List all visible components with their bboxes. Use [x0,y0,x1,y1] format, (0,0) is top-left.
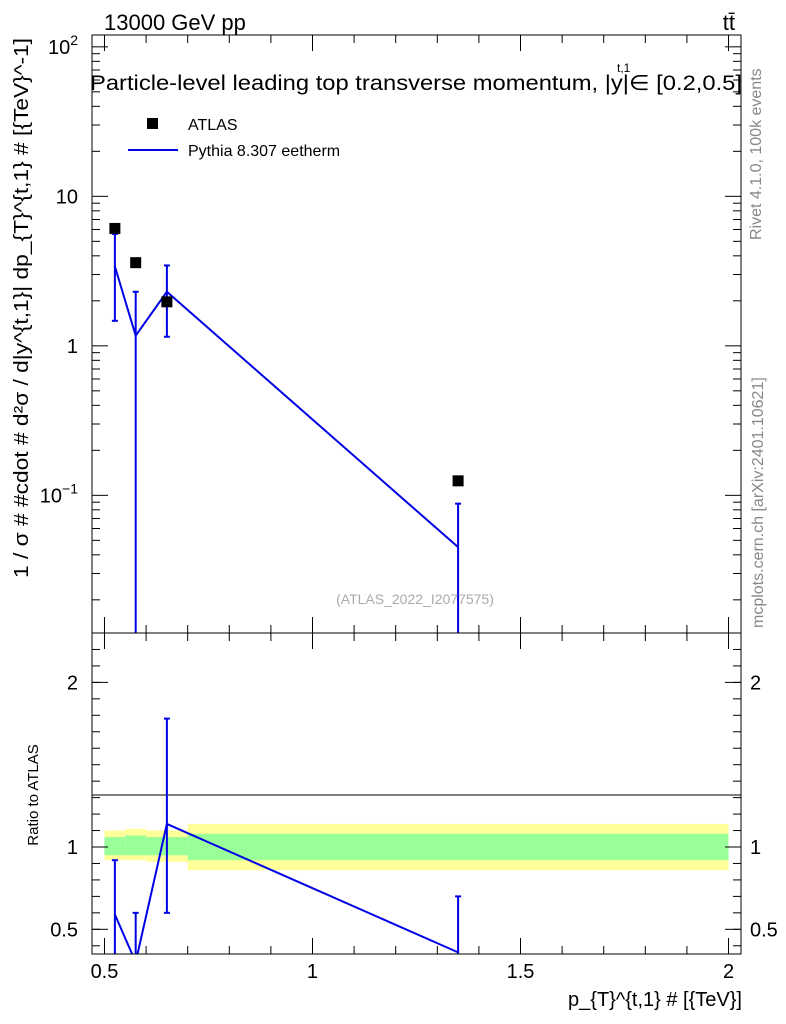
legend-data-label: ATLAS [188,117,238,134]
main-y-axis-label: 1 / σ # #cdot # d²σ / d|y^{t,1}| dp_{T}^… [11,38,33,578]
uncertainty-band-inner [104,837,126,856]
process-label: tt̄ [723,10,735,35]
energy-label: 13000 GeV pp [104,10,246,35]
ratio-axis-ticks [92,633,741,954]
legend: ATLAS Pythia 8.307 eetherm [128,117,340,160]
ratio-panel: 0.5 0.5 1 1 2 2 0.5 1 1.5 2 Ratio to ATLAS p_{T}^… [25,632,778,1011]
legend-mc-label: Pythia 8.307 eetherm [188,143,340,160]
x-tick-label: 1 [307,961,318,983]
data-point [109,222,121,234]
ratio-y-tick-label-left: 2 [67,672,78,694]
x-tick-label: 0.5 [91,961,119,983]
legend-data-marker [147,118,158,129]
y-tick-label-base: 10 [56,186,78,208]
mc-line [113,266,459,548]
x-tick-label: 1.5 [507,961,535,983]
uncertainty-band-inner [125,835,147,856]
data-point [161,296,173,308]
watermark: (ATLAS_2022_I2077575) [336,591,494,607]
x-tick-label: 2 [723,961,734,983]
plot-title: Particle-level leading top transverse mo… [90,72,742,95]
ratio-y-tick-label-left: 0.5 [50,919,78,941]
x-axis-label: p_{T}^{t,1} # [{TeV}] [568,989,742,1011]
y-tick-label-base: 10 [48,37,70,59]
ratio-y-tick-label-right: 1 [750,837,761,859]
y-tick-label: 10−1 [40,480,78,507]
ratio-bands [104,823,729,871]
side-label-rivet: Rivet 4.1.0, 100k events [748,68,765,240]
ratio-y-tick-label-right: 0.5 [750,919,778,941]
y-tick-label-base: 10 [40,485,62,507]
ratio-frame [91,632,742,955]
ratio-mc-group [111,717,462,954]
ratio-y-axis-label: Ratio to ATLAS [25,744,42,845]
y-tick-label: 1 [67,336,78,358]
ratio-series [111,717,462,954]
main-series [109,222,464,633]
side-label-mcplots: mcplots.cern.ch [arXiv:2401.10621] [750,377,767,628]
y-tick-label-base: 1 [67,336,78,358]
data-point [130,257,142,269]
y-tick-label-exponent: −1 [62,480,78,496]
y-tick-label: 10 [56,186,78,208]
ratio-tick-labels: 0.5 0.5 1 1 2 2 0.5 1 1.5 2 [50,672,778,983]
y-tick-label: 102 [48,32,78,59]
ratio-y-tick-label-left: 1 [67,837,78,859]
ratio-mc-line [113,822,459,954]
plot-title-superscript: t,1 [617,61,631,75]
main-axis-ticks [92,35,741,633]
uncertainty-band-inner [187,833,729,861]
y-tick-label-exponent: 2 [70,32,78,48]
ratio-y-tick-label-right: 2 [750,672,761,694]
data-point [452,475,464,487]
